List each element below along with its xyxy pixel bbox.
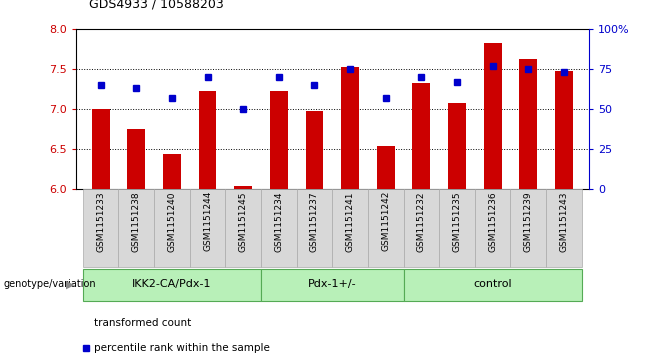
Bar [546,189,582,267]
Bar [91,109,109,189]
Text: ▶: ▶ [66,279,74,289]
Text: transformed count: transformed count [94,318,191,328]
Bar [519,60,537,189]
Bar [403,269,582,301]
Bar [225,189,261,267]
Text: genotype/variation: genotype/variation [3,279,96,289]
Text: GSM1151238: GSM1151238 [132,191,141,252]
Bar [377,146,395,189]
Bar [332,189,368,267]
Bar [83,269,261,301]
Bar [83,189,118,267]
Text: GSM1151236: GSM1151236 [488,191,497,252]
Bar [154,189,190,267]
Bar [484,44,501,189]
Text: GSM1151237: GSM1151237 [310,191,319,252]
Bar [270,91,288,189]
Bar [261,189,297,267]
Bar [190,189,225,267]
Text: GSM1151233: GSM1151233 [96,191,105,252]
Text: GSM1151232: GSM1151232 [417,191,426,252]
Bar [440,189,475,267]
Text: GSM1151245: GSM1151245 [239,191,247,252]
Text: IKK2-CA/Pdx-1: IKK2-CA/Pdx-1 [132,279,212,289]
Text: GSM1151244: GSM1151244 [203,191,212,252]
Text: GSM1151243: GSM1151243 [559,191,569,252]
Bar [234,186,252,189]
Bar [118,189,154,267]
Bar [403,189,440,267]
Bar [475,189,511,267]
Text: GSM1151241: GSM1151241 [345,191,355,252]
Text: GSM1151239: GSM1151239 [524,191,533,252]
Text: GSM1151235: GSM1151235 [453,191,461,252]
Bar [297,189,332,267]
Bar [163,154,181,189]
Bar [305,111,323,189]
Text: GSM1151240: GSM1151240 [167,191,176,252]
Bar [128,129,145,189]
Text: control: control [473,279,512,289]
Text: GDS4933 / 10588203: GDS4933 / 10588203 [89,0,224,11]
Bar [555,70,573,189]
Bar [413,83,430,189]
Bar [199,91,216,189]
Text: Pdx-1+/-: Pdx-1+/- [308,279,357,289]
Bar [448,102,466,189]
Bar [261,269,403,301]
Text: percentile rank within the sample: percentile rank within the sample [94,343,270,354]
Bar [368,189,403,267]
Bar [511,189,546,267]
Text: GSM1151234: GSM1151234 [274,191,284,252]
Bar [342,68,359,189]
Text: GSM1151242: GSM1151242 [381,191,390,252]
